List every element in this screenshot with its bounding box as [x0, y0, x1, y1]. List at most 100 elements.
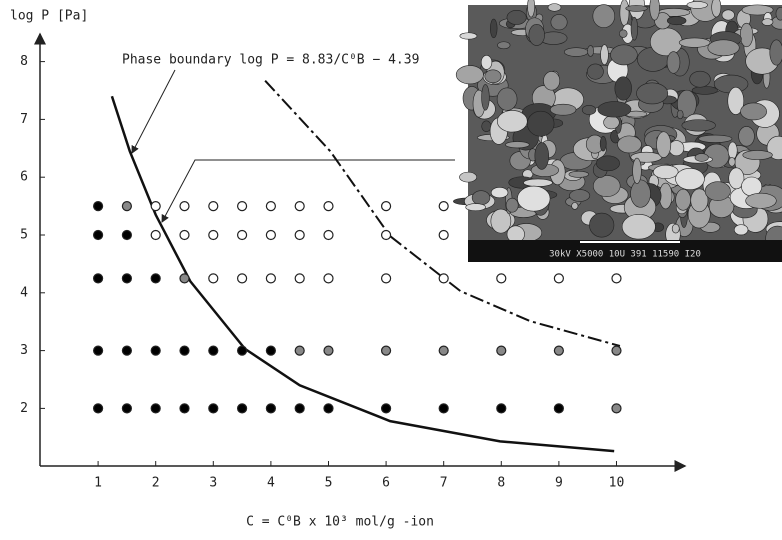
marker-filled [208, 403, 219, 414]
grain [459, 32, 478, 40]
grain [543, 71, 561, 91]
grain [666, 51, 681, 74]
marker-filled [553, 403, 564, 414]
grain [481, 120, 492, 132]
grain [455, 65, 484, 85]
y-tick-label: 5 [20, 228, 28, 243]
grain [630, 179, 651, 208]
leader-line [161, 159, 455, 223]
marker-open [294, 201, 305, 212]
grain [610, 44, 638, 66]
grain [549, 103, 577, 116]
marker-hatched [438, 345, 449, 356]
grain [694, 153, 709, 162]
marker-open [553, 273, 564, 284]
x-tick-label: 6 [382, 476, 390, 491]
x-tick-label: 3 [209, 476, 217, 491]
grain [681, 119, 716, 132]
grain [523, 178, 553, 187]
grain [649, 27, 683, 57]
grain [459, 171, 478, 183]
grain [745, 192, 777, 209]
marker-filled [92, 403, 104, 414]
marker-open [150, 201, 161, 212]
marker-filled [265, 403, 276, 414]
grain [739, 22, 754, 48]
grain [465, 203, 486, 212]
grain [534, 142, 550, 170]
grain [481, 84, 490, 111]
marker-open [208, 229, 219, 241]
grain [592, 4, 616, 28]
marker-open [208, 273, 219, 284]
grain [587, 45, 594, 57]
inset-micrograph: 30kV X5000 10U 391 11590 I20 [453, 0, 782, 262]
grain [505, 141, 530, 149]
grain [691, 86, 718, 95]
marker-filled [150, 345, 161, 356]
marker-filled [236, 345, 248, 356]
grain [497, 41, 511, 50]
y-tick-label: 4 [20, 285, 28, 300]
y-tick-label: 7 [20, 112, 28, 127]
marker-open [208, 201, 219, 212]
grain [704, 181, 731, 201]
y-tick-label: 8 [20, 54, 28, 69]
marker-filled [121, 345, 132, 356]
curve [264, 79, 621, 347]
marker-hatched [121, 201, 132, 212]
marker-open [265, 229, 276, 241]
y-tick-label: 2 [20, 401, 28, 416]
marker-filled [438, 403, 449, 414]
grain [600, 44, 609, 65]
x-tick-label: 9 [555, 476, 563, 491]
marker-hatched [611, 403, 622, 414]
marker-filled [92, 229, 104, 241]
marker-open [294, 273, 305, 284]
grain [686, 1, 708, 9]
grain [496, 87, 518, 111]
marker-open [179, 201, 190, 212]
grain [586, 63, 604, 80]
marker-hatched [380, 345, 392, 356]
marker-open [236, 201, 248, 212]
grain [528, 24, 545, 46]
grain [698, 134, 733, 143]
marker-open [265, 201, 276, 212]
x-tick-label: 5 [325, 476, 333, 491]
grain [490, 208, 512, 234]
marker-open [179, 229, 190, 241]
grain [711, 0, 722, 18]
grain [619, 0, 630, 27]
grain [675, 167, 705, 191]
grain [550, 14, 568, 31]
marker-filled [179, 345, 190, 356]
grain [505, 197, 519, 213]
marker-filled [265, 345, 276, 356]
grain [489, 18, 498, 39]
grain [775, 7, 782, 21]
grain [741, 4, 774, 16]
grain [740, 102, 767, 121]
marker-hatched [553, 345, 564, 356]
x-tick-label: 4 [267, 476, 275, 491]
marker-filled [496, 403, 507, 414]
grain [527, 110, 555, 137]
marker-filled [121, 403, 132, 414]
marker-filled [294, 403, 305, 414]
grain [676, 109, 684, 120]
grain [630, 16, 639, 41]
marker-open [265, 273, 276, 284]
grain [614, 76, 632, 101]
axes [34, 32, 687, 472]
y-tick-label: 6 [20, 170, 28, 185]
grain [603, 115, 620, 130]
grain [668, 140, 685, 157]
marker-hatched [179, 273, 190, 284]
marker-hatched [294, 345, 305, 356]
grain [636, 82, 669, 105]
inset-texture [453, 0, 782, 252]
marker-hatched [496, 345, 507, 356]
grain [471, 190, 491, 206]
marker-open [323, 273, 334, 284]
